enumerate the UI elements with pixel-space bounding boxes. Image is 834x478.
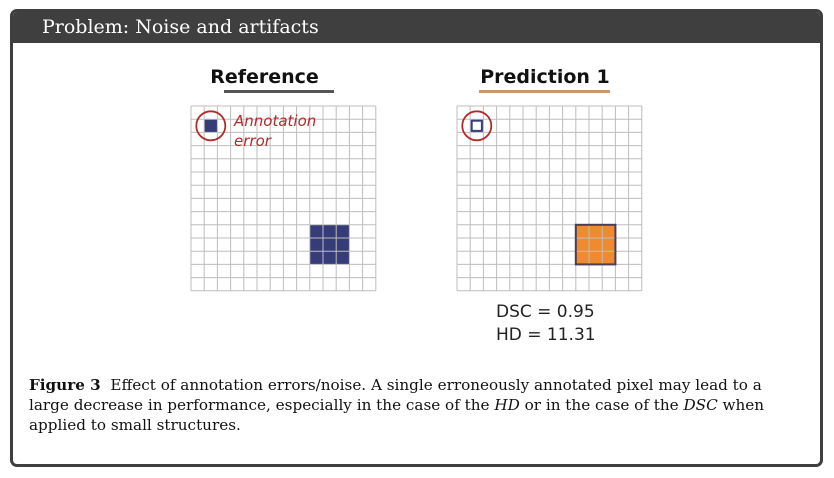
box-title: Problem: Noise and artifacts — [42, 16, 319, 38]
prediction-title: Prediction 1 — [480, 66, 610, 88]
prediction-region-outline — [574, 223, 617, 266]
error-circle — [461, 110, 493, 142]
annotation-error-label: Annotation error — [234, 111, 316, 151]
marked-pixel — [323, 224, 337, 238]
marked-pixel — [589, 224, 603, 238]
marked-pixel — [602, 224, 616, 238]
caption-label: Figure 3 — [29, 376, 101, 394]
marked-pixel — [602, 238, 616, 252]
marked-pixel — [575, 224, 589, 238]
caption-dsc: DSC — [683, 396, 718, 414]
marked-pixel — [575, 251, 589, 265]
reference-grid — [190, 105, 377, 292]
hd-metric: HD = 11.31 — [496, 325, 596, 345]
caption-text-3: when applied to small structures. — [29, 396, 765, 434]
prediction-grid — [456, 105, 643, 292]
problem-box: Problem: Noise and artifacts — [10, 9, 823, 467]
annotation-line-1: Annotation — [234, 112, 317, 130]
marked-pixel — [336, 224, 350, 238]
marked-pixel — [589, 251, 603, 265]
prediction-underline — [479, 90, 610, 93]
marked-pixel — [336, 238, 350, 252]
reference-title: Reference — [210, 66, 319, 88]
marked-pixel — [309, 251, 323, 265]
marked-pixel — [309, 224, 323, 238]
error-circle — [195, 110, 227, 142]
marked-pixel — [602, 251, 616, 265]
caption-hd: HD — [494, 396, 520, 414]
marked-pixel — [589, 238, 603, 252]
marked-pixel — [323, 238, 337, 252]
marked-pixel — [323, 251, 337, 265]
marked-pixel — [575, 238, 589, 252]
marked-pixel — [309, 238, 323, 252]
figure-caption: Figure 3 Effect of annotation errors/noi… — [29, 375, 799, 435]
marked-pixel — [336, 251, 350, 265]
caption-text: Effect of annotation errors/noise. A sin… — [29, 376, 762, 414]
caption-text-2: or in the case of the — [519, 396, 684, 414]
box-header: Problem: Noise and artifacts — [13, 12, 820, 43]
reference-underline — [224, 90, 334, 93]
dsc-metric: DSC = 0.95 — [496, 302, 595, 322]
marked-pixel — [204, 119, 218, 133]
annotation-line-2: error — [234, 132, 271, 150]
missed-pixel-outline — [470, 119, 483, 132]
